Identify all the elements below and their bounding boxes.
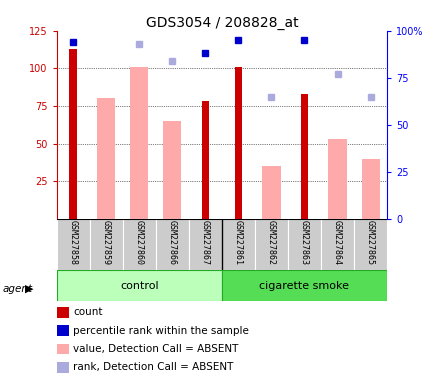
Text: ▶: ▶ bbox=[25, 284, 34, 294]
Text: GSM227862: GSM227862 bbox=[266, 220, 275, 265]
Bar bbox=[201, 101, 208, 219]
FancyBboxPatch shape bbox=[320, 219, 353, 271]
Bar bbox=[361, 159, 379, 219]
FancyBboxPatch shape bbox=[221, 219, 254, 271]
FancyBboxPatch shape bbox=[155, 219, 188, 271]
Bar bbox=[69, 49, 76, 219]
FancyBboxPatch shape bbox=[353, 219, 386, 271]
FancyBboxPatch shape bbox=[221, 270, 386, 301]
FancyBboxPatch shape bbox=[89, 219, 122, 271]
Bar bbox=[130, 67, 148, 219]
FancyBboxPatch shape bbox=[254, 219, 287, 271]
Text: rank, Detection Call = ABSENT: rank, Detection Call = ABSENT bbox=[73, 362, 233, 372]
Text: value, Detection Call = ABSENT: value, Detection Call = ABSENT bbox=[73, 344, 238, 354]
Text: GSM227863: GSM227863 bbox=[299, 220, 308, 265]
Text: GSM227859: GSM227859 bbox=[102, 220, 110, 265]
FancyBboxPatch shape bbox=[56, 219, 89, 271]
Bar bbox=[300, 94, 307, 219]
FancyBboxPatch shape bbox=[188, 219, 221, 271]
Text: GSM227861: GSM227861 bbox=[233, 220, 242, 265]
Text: GSM227860: GSM227860 bbox=[135, 220, 143, 265]
Bar bbox=[328, 139, 346, 219]
Text: GSM227866: GSM227866 bbox=[168, 220, 176, 265]
Text: GSM227858: GSM227858 bbox=[69, 220, 77, 265]
Text: agent: agent bbox=[2, 284, 32, 294]
Text: GSM227864: GSM227864 bbox=[332, 220, 341, 265]
Bar bbox=[234, 67, 241, 219]
Text: control: control bbox=[120, 281, 158, 291]
Text: cigarette smoke: cigarette smoke bbox=[259, 281, 349, 291]
Title: GDS3054 / 208828_at: GDS3054 / 208828_at bbox=[145, 16, 297, 30]
FancyBboxPatch shape bbox=[287, 219, 320, 271]
Bar bbox=[97, 98, 115, 219]
Text: percentile rank within the sample: percentile rank within the sample bbox=[73, 326, 248, 336]
Text: count: count bbox=[73, 307, 102, 317]
Text: GSM227865: GSM227865 bbox=[365, 220, 374, 265]
FancyBboxPatch shape bbox=[122, 219, 155, 271]
Bar bbox=[163, 121, 181, 219]
Text: GSM227867: GSM227867 bbox=[201, 220, 209, 265]
FancyBboxPatch shape bbox=[56, 270, 221, 301]
Bar bbox=[262, 166, 280, 219]
